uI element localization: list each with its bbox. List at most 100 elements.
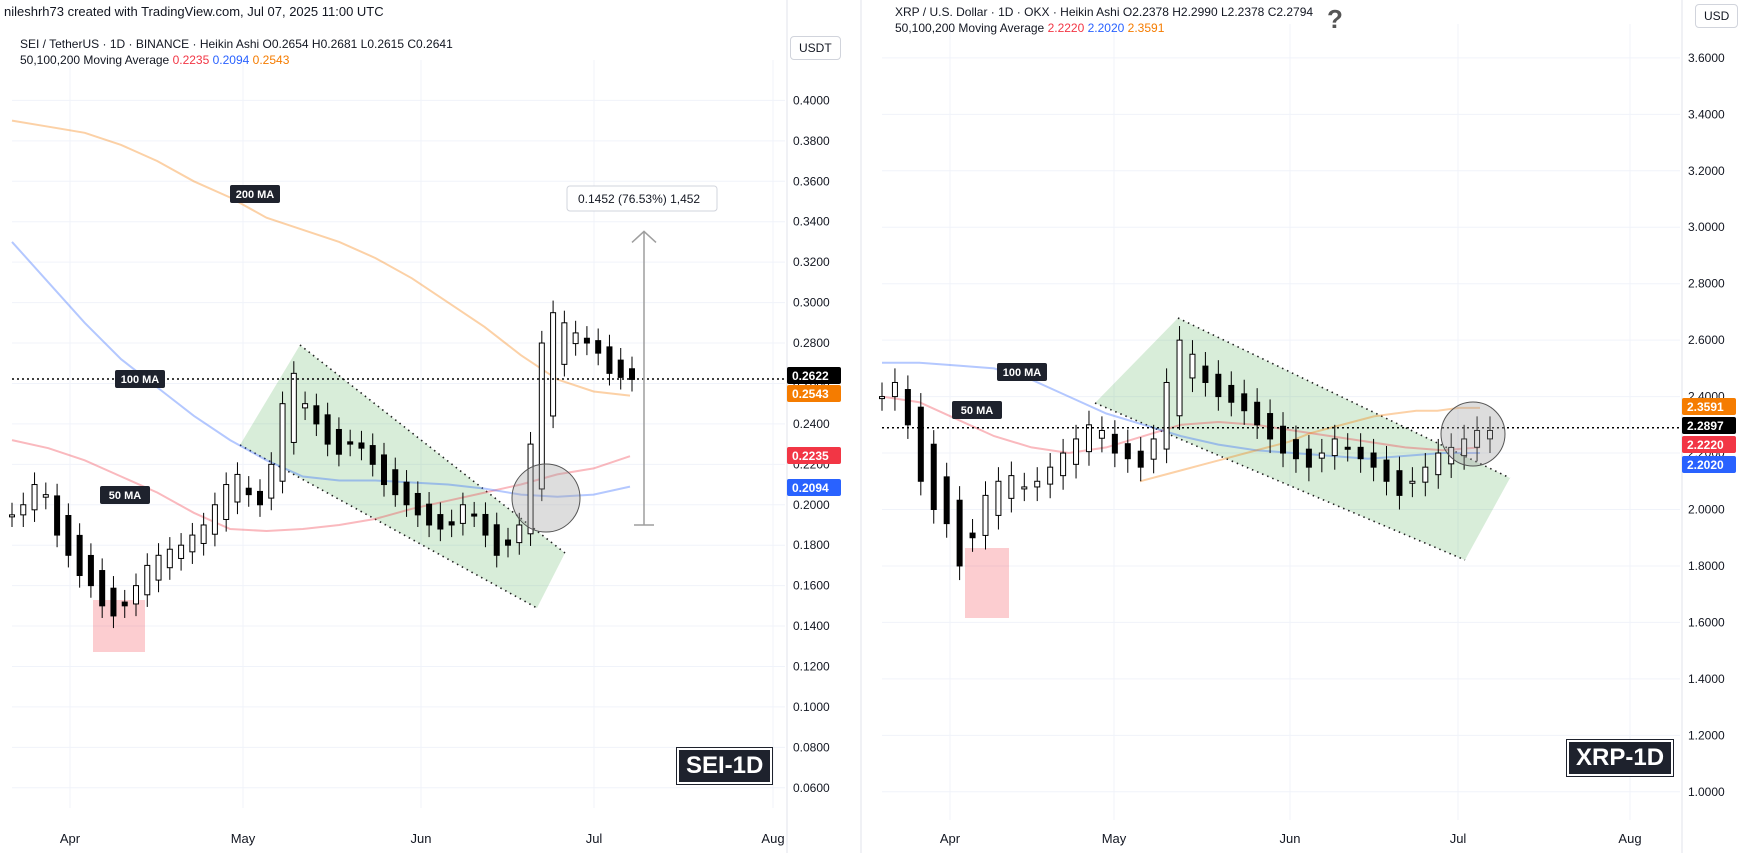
- sei-y-tick: 0.3400: [793, 215, 830, 229]
- xrp-l: 2.2378: [1227, 5, 1265, 19]
- sei-bottom-zone: [93, 600, 145, 652]
- sei-c-label: C: [407, 37, 417, 51]
- xrp-candle-body: [1357, 446, 1364, 460]
- sei-y-tick: 0.1200: [793, 659, 830, 673]
- xrp-ma-label: 50,100,200 Moving Average: [895, 21, 1045, 35]
- sei-candle-body: [369, 445, 376, 465]
- sei-candle-body: [20, 504, 27, 516]
- xrp-o: 2.2378: [1132, 5, 1169, 19]
- xrp-candle-body: [1034, 480, 1041, 488]
- sei-price-label: 0.2543: [792, 387, 829, 401]
- xrp-candle-body: [1409, 480, 1416, 484]
- sei-y-tick: 0.2000: [793, 498, 830, 512]
- xrp-currency-button[interactable]: USD: [1695, 4, 1739, 28]
- sei-candle-body: [505, 539, 511, 546]
- sei-price-label: 0.2622: [792, 369, 829, 383]
- sei-candle-body: [245, 487, 252, 496]
- xrp-candle-body: [1241, 393, 1248, 412]
- credit-text: nileshrh73 created with TradingView.com,…: [4, 4, 384, 19]
- sei-candle-body: [211, 504, 218, 535]
- xrp-candle-body: [1435, 452, 1442, 476]
- sei-candle-body: [572, 332, 579, 345]
- sei-candle-body: [121, 601, 128, 607]
- sei-candle-body: [166, 548, 173, 569]
- sei-candle-body: [324, 414, 331, 445]
- sei-candle-body: [482, 513, 489, 536]
- xrp-candle-body: [1228, 384, 1235, 403]
- sei-y-tick: 0.3800: [793, 134, 830, 148]
- sei-candle-body: [223, 484, 230, 520]
- xrp-ma200-value: 2.3591: [1127, 21, 1165, 35]
- xrp-l-label: L: [1220, 5, 1228, 19]
- xrp-candle-body: [1344, 446, 1351, 450]
- xrp-falling-channel: [1095, 318, 1510, 560]
- xrp-y-tick: 1.8000: [1688, 559, 1725, 573]
- xrp-price-label-box: [1682, 456, 1736, 473]
- xrp-candle-body: [1280, 425, 1287, 454]
- xrp-candle-body: [1383, 459, 1390, 482]
- sei-measure-label: 0.1452 (76.53%) 1,452: [578, 192, 700, 206]
- sei-candle-body: [155, 554, 162, 581]
- xrp-candle-body: [956, 499, 963, 567]
- sei-candle-body: [595, 340, 602, 354]
- xrp-price-label-box: [1682, 398, 1736, 415]
- sei-y-tick: 0.1000: [793, 700, 830, 714]
- xrp-breakout-circle: [1440, 401, 1506, 467]
- xrp-candle-body: [1448, 446, 1455, 465]
- xrp-x-tick: Jul: [1450, 831, 1467, 846]
- sei-ma-tag-box: [100, 486, 150, 504]
- xrp-candle-body: [1318, 452, 1325, 459]
- xrp-channel-upper-line: [1177, 317, 1511, 479]
- sei-ma-line: [11, 241, 631, 498]
- sei-chart-badge: SEI-1D: [675, 747, 774, 785]
- sei-y-tick: 0.3600: [793, 174, 830, 188]
- xrp-candle-body: [1008, 475, 1015, 499]
- xrp-channel-lower-line: [1094, 402, 1466, 561]
- sei-candle-body: [234, 473, 241, 503]
- sei-candle-body: [302, 403, 309, 409]
- sei-y-tick: 0.3000: [793, 296, 830, 310]
- xrp-candle-body: [1267, 413, 1274, 440]
- sei-candle-body: [31, 484, 38, 511]
- sei-y-tick: 0.1600: [793, 579, 830, 593]
- xrp-ma-line: [882, 361, 1480, 460]
- sei-candle-body: [290, 372, 297, 443]
- sei-c: 0.2641: [416, 37, 453, 51]
- sei-candle-body: [448, 521, 455, 526]
- sei-x-tick: Jul: [586, 831, 603, 846]
- sei-candle-body: [110, 587, 117, 617]
- sei-candle-body: [403, 481, 410, 506]
- sei-price-label-box: [787, 367, 841, 384]
- sei-candle-body: [54, 495, 61, 536]
- sei-candle-body: [87, 554, 94, 587]
- xrp-ma-tag-box: [952, 401, 1002, 419]
- sei-candle-body: [189, 534, 196, 553]
- xrp-candle-body: [1331, 438, 1338, 457]
- xrp-candle-body: [1215, 373, 1222, 398]
- sei-candle-body: [471, 513, 478, 517]
- sei-currency-button[interactable]: USDT: [790, 36, 841, 60]
- sei-y-tick: 0.0800: [793, 740, 830, 754]
- question-mark-annotation: ?: [1327, 4, 1343, 34]
- xrp-candle-body: [1305, 448, 1312, 468]
- sei-candle-body: [144, 564, 151, 596]
- xrp-y-tick: 3.0000: [1688, 220, 1725, 234]
- xrp-y-tick: 3.2000: [1688, 164, 1725, 178]
- sei-price-label: 0.2094: [792, 481, 829, 495]
- xrp-y-tick: 2.8000: [1688, 277, 1725, 291]
- xrp-y-tick: 1.6000: [1688, 615, 1725, 629]
- sei-candle-body: [459, 504, 466, 524]
- sei-ma-tag-box: [115, 370, 165, 388]
- sei-candle-body: [268, 463, 275, 499]
- sei-measure-arrowhead: [631, 230, 657, 243]
- sei-y-tick: 0.1400: [793, 619, 830, 633]
- xrp-candle-body: [879, 396, 885, 400]
- xrp-ma50-value: 2.2220: [1047, 21, 1085, 35]
- xrp-candle-body: [1085, 424, 1092, 453]
- sei-candle-body: [335, 428, 342, 455]
- xrp-bottom-zone: [965, 548, 1009, 618]
- sei-candle-body: [527, 443, 534, 535]
- sei-h: 0.2681: [320, 37, 358, 51]
- sei-channel-upper-line: [299, 344, 566, 554]
